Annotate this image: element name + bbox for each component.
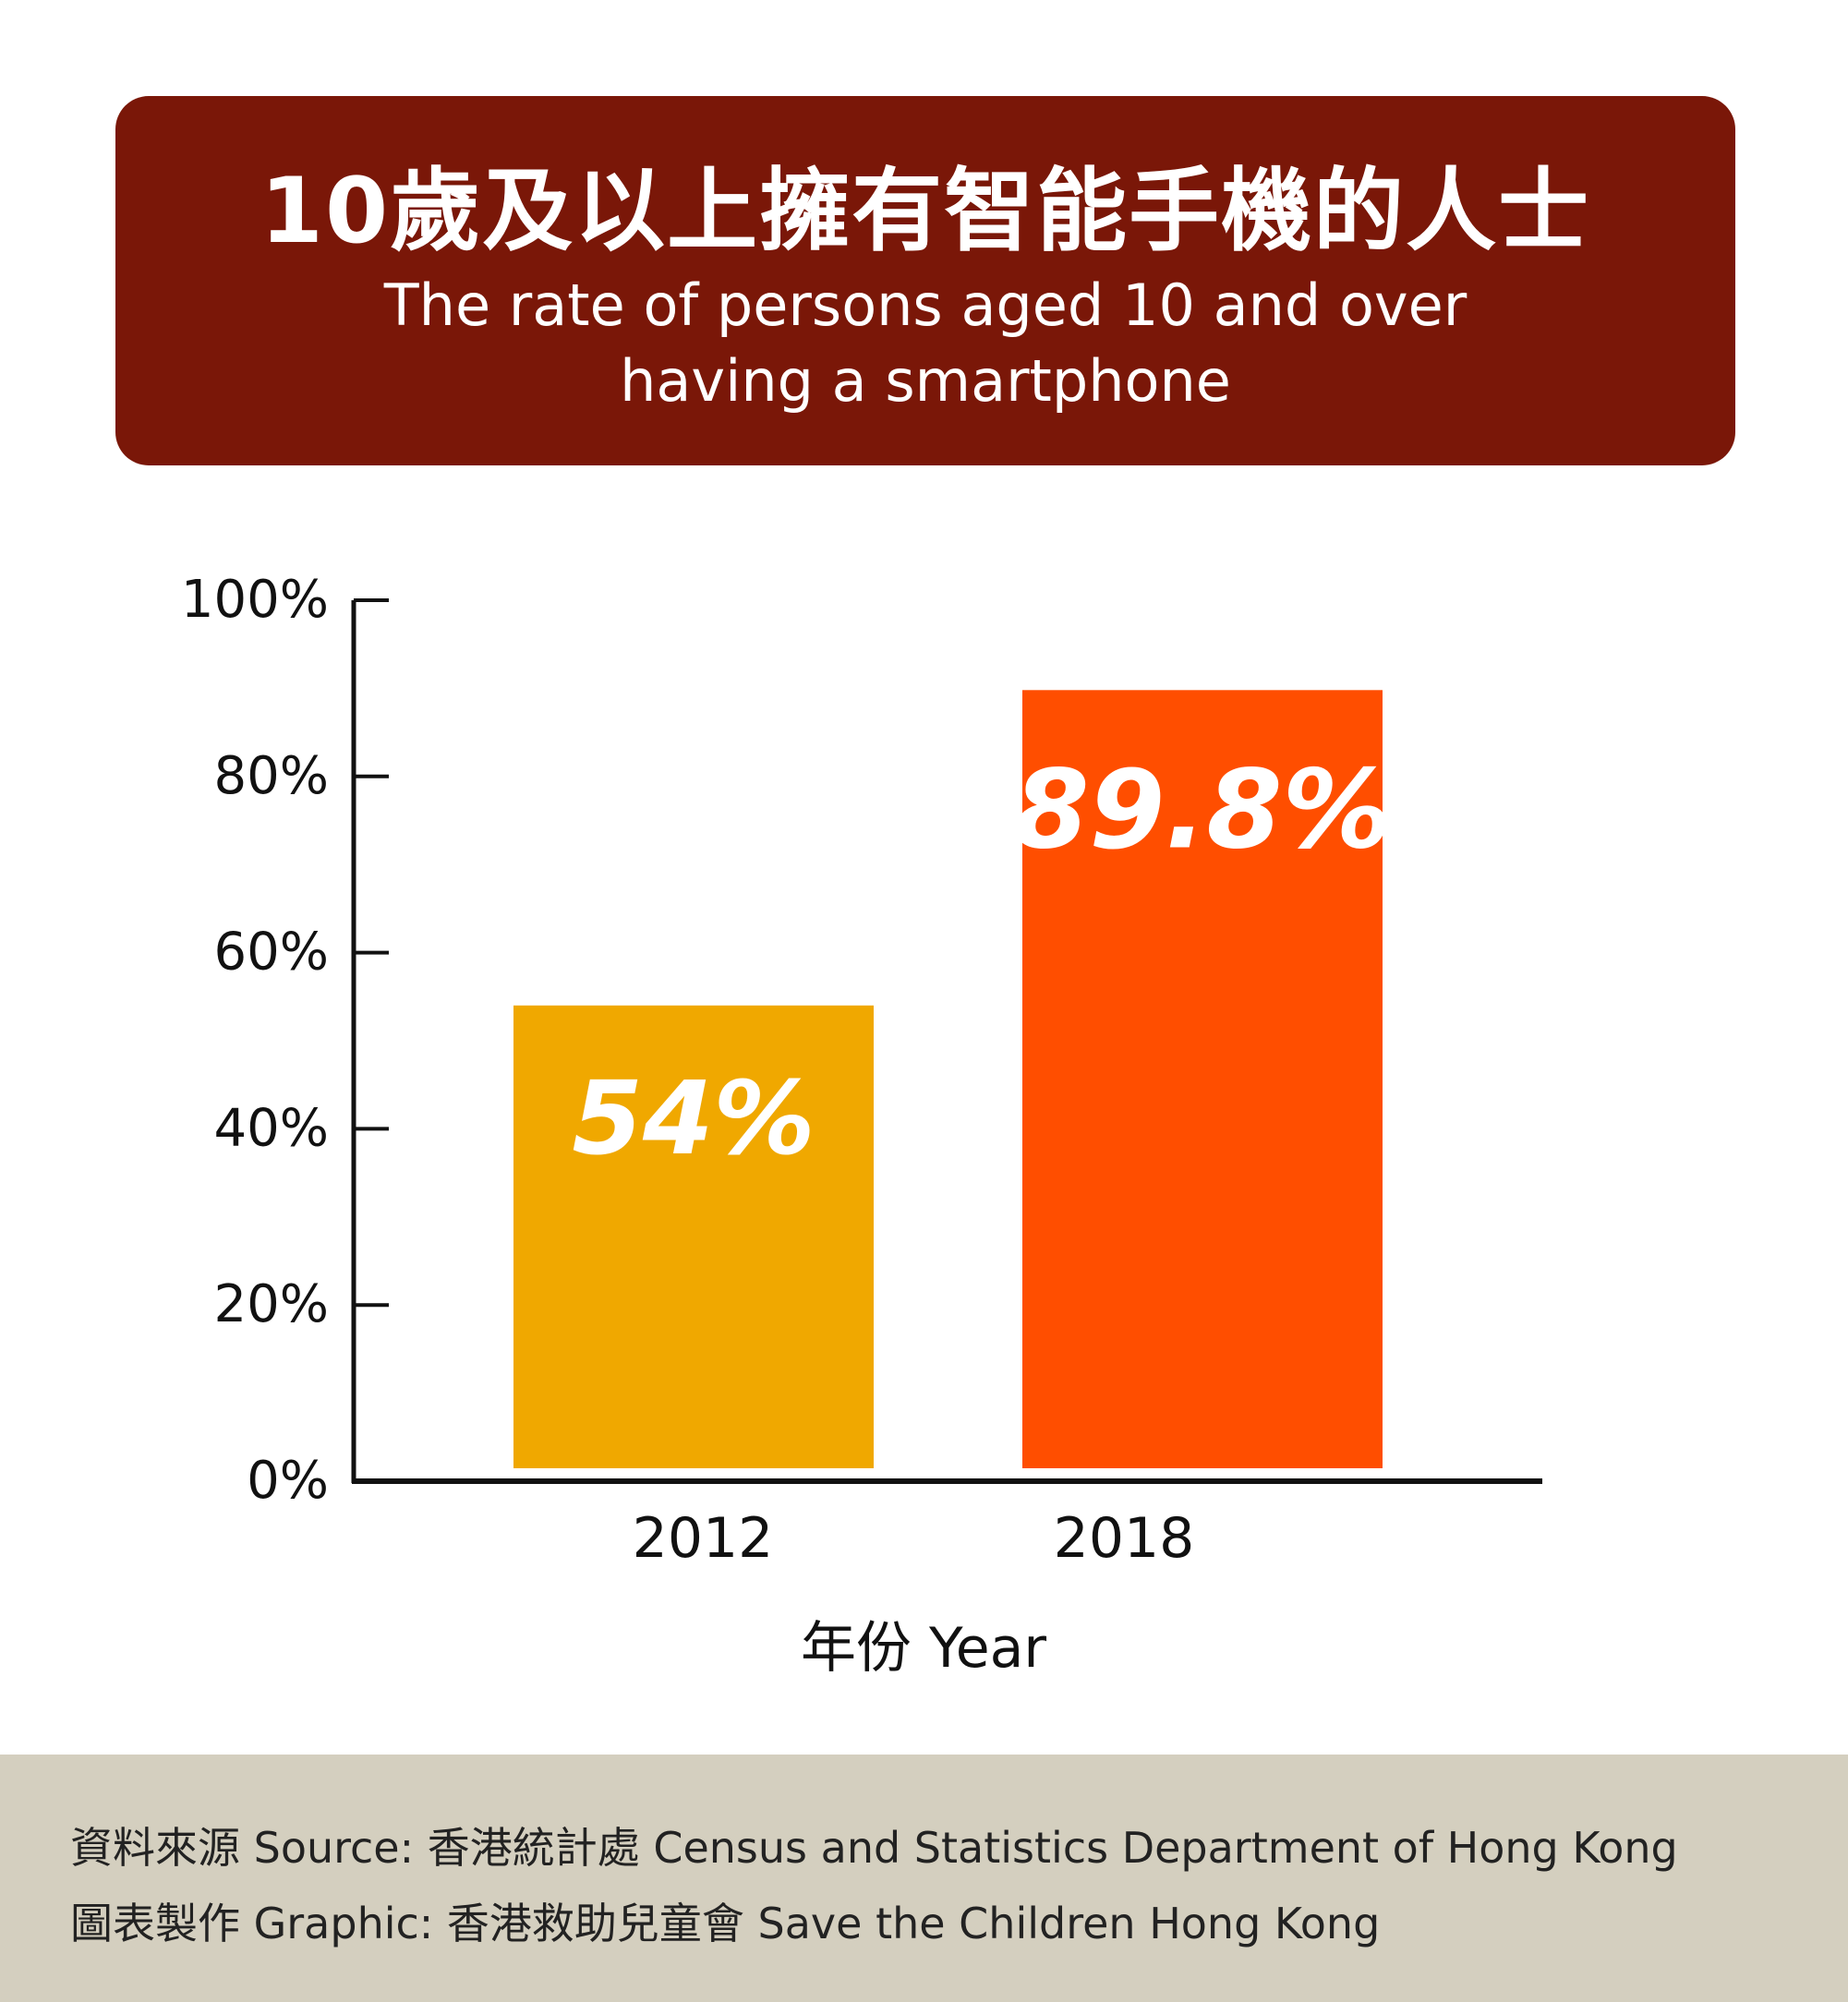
y-tick-label: 0% — [247, 1451, 329, 1511]
source-credit: 資料來源 Source: 香港統計處 Census and Statistics… — [70, 1823, 1678, 1873]
bar — [513, 1005, 874, 1468]
graphic-credit: 圖表製作 Graphic: 香港救助兒童會 Save the Children … — [70, 1899, 1381, 1948]
chart-subtitle-line-1: The rate of persons aged 10 and over — [383, 271, 1468, 339]
title-banner: 10歲及以上擁有智能手機的人士 The rate of persons aged… — [115, 96, 1735, 465]
chart-subtitle-line-2: having a smartphone — [620, 347, 1231, 415]
y-tick-label: 100% — [181, 570, 329, 630]
chart-title-chinese: 10歲及以上擁有智能手機的人士 — [260, 159, 1591, 264]
footer-credits: 資料來源 Source: 香港統計處 Census and Statistics… — [0, 1755, 1848, 2002]
x-axis-title: 年份 Year — [801, 1616, 1046, 1681]
y-tick-label: 80% — [214, 746, 329, 806]
y-tick-label: 40% — [214, 1098, 329, 1158]
y-tick-label: 20% — [214, 1274, 329, 1334]
x-tick-label: 2018 — [1054, 1506, 1195, 1571]
chart-subtitle-english: The rate of persons aged 10 and over hav… — [115, 268, 1735, 419]
bar-data-label: 54% — [572, 1059, 815, 1177]
y-tick-label: 60% — [214, 923, 329, 983]
bar-data-label: 89.8% — [1013, 745, 1391, 873]
x-tick-label: 2012 — [633, 1506, 774, 1571]
bar — [1022, 690, 1383, 1468]
